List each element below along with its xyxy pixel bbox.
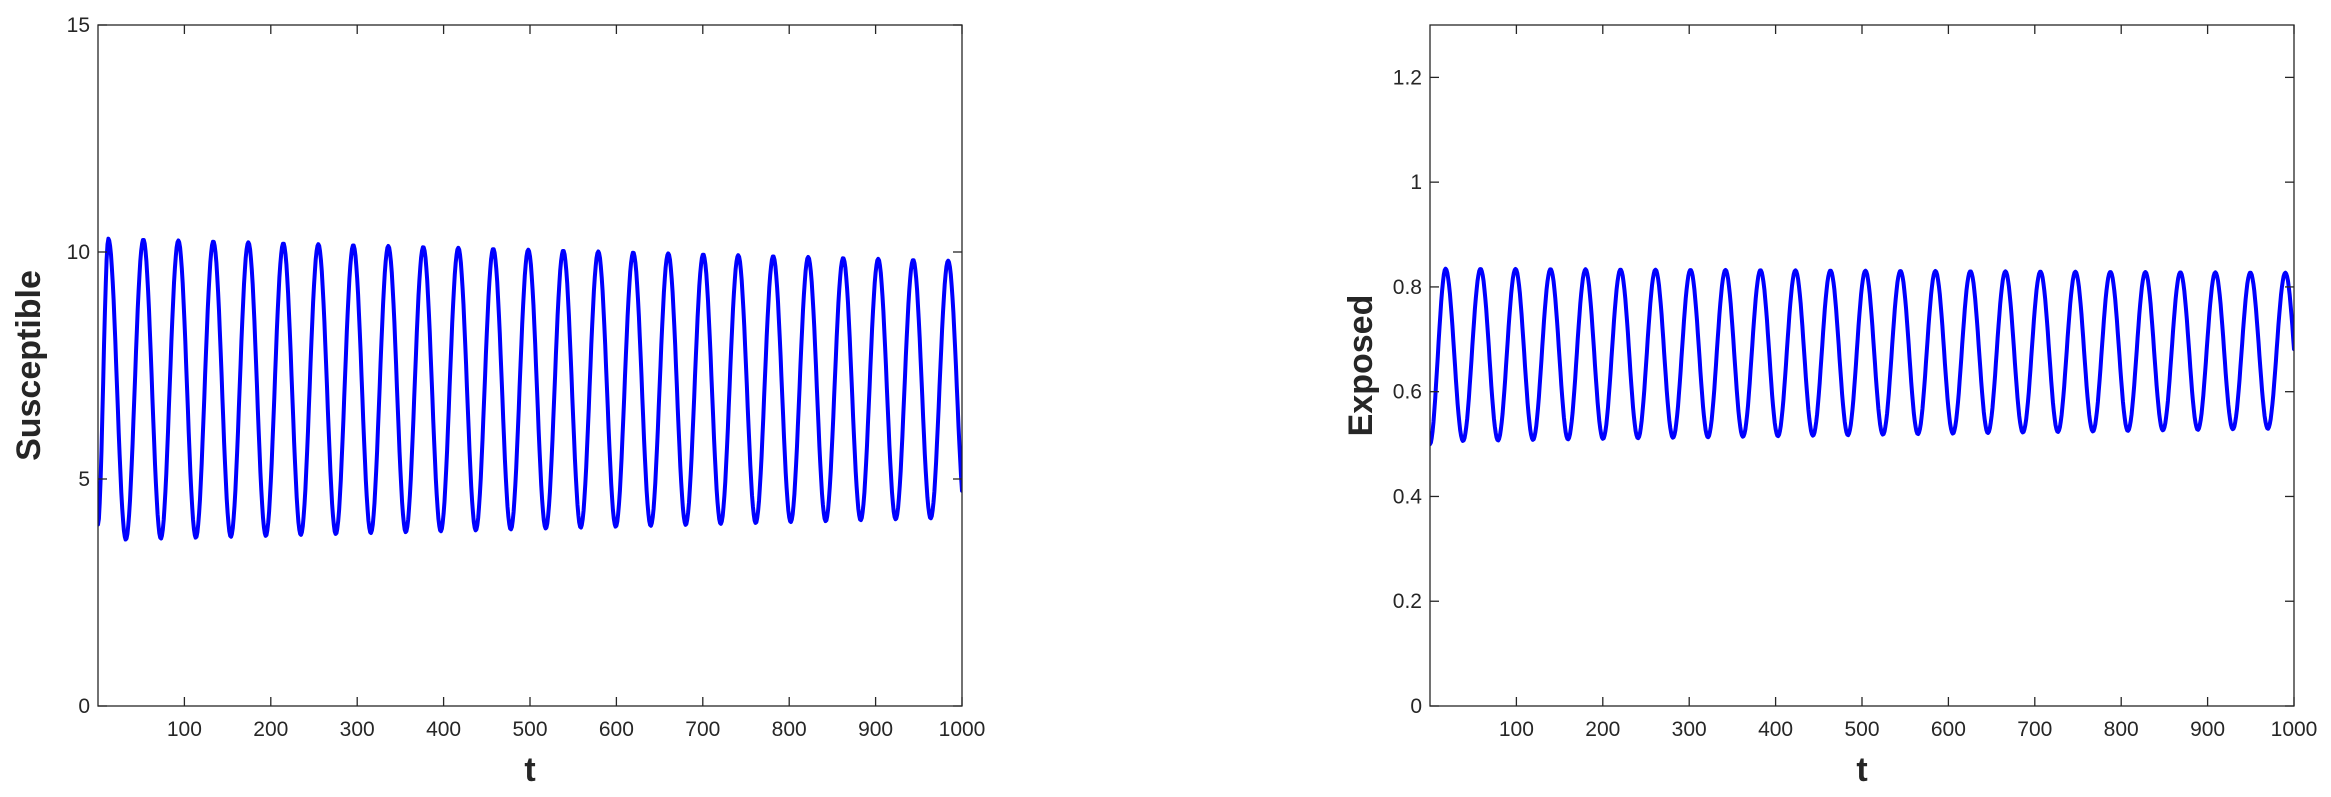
exposed-x-tick-label: 400 [1758,718,1793,741]
susceptible-x-tick-label: 800 [772,718,807,741]
exposed-y-tick-label: 0.4 [1393,485,1423,508]
exposed-x-tick-label: 800 [2104,718,2139,741]
susceptible-y-tick-label: 10 [67,241,90,264]
exposed-x-tick-label: 1000 [2271,718,2318,741]
susceptible-y-axis-label: Susceptible [10,270,48,461]
exposed-y-tick-label: 1.2 [1393,66,1422,89]
exposed-series-line-0 [1430,266,2294,447]
exposed-x-tick-label: 100 [1499,718,1534,741]
susceptible-series-line-0 [98,236,962,542]
exposed-x-tick-label: 300 [1672,718,1707,741]
exposed-plot: 100 200 300 400 500 600 700 800 900 1000 0 0.2 0.4 0.… [1342,24,2318,789]
susceptible-x-tick-label: 400 [426,718,461,741]
exposed-x-tick-label: 900 [2190,718,2225,741]
susceptible-x-tick-label: 1000 [939,718,986,741]
exposed-x-tick-label: 600 [1931,718,1966,741]
exposed-y-tick-label: 0.2 [1393,590,1422,613]
exposed-y-tick-label: 0 [1410,695,1422,718]
susceptible-y-tick-label: 5 [78,468,90,491]
exposed-x-tick-label: 200 [1585,718,1620,741]
susceptible-x-tick-label: 100 [167,718,202,741]
exposed-y-tick-label: 0.8 [1393,276,1422,299]
susceptible-axes-box [97,24,963,707]
susceptible-x-tick-label: 600 [599,718,634,741]
susceptible-y-tick-label: 0 [78,695,90,718]
susceptible-x-tick-label: 700 [685,718,720,741]
susceptible-x-tick-label: 200 [253,718,288,741]
exposed-x-tick-label: 700 [2017,718,2052,741]
susceptible-plot: 100 200 300 400 500 600 700 800 900 1000 0 5 10 15 t Su… [10,14,985,789]
exposed-y-tick-label: 1 [1410,171,1422,194]
exposed-y-tick-label: 0.6 [1393,381,1422,404]
susceptible-x-axis-label: t [524,751,535,789]
susceptible-x-tick-label: 500 [512,718,547,741]
susceptible-x-tick-label: 300 [340,718,375,741]
exposed-y-axis-label: Exposed [1342,295,1380,437]
susceptible-y-tick-label: 15 [67,14,90,37]
exposed-x-tick-label: 500 [1844,718,1879,741]
exposed-x-axis-label: t [1856,751,1867,789]
susceptible-x-tick-label: 900 [858,718,893,741]
